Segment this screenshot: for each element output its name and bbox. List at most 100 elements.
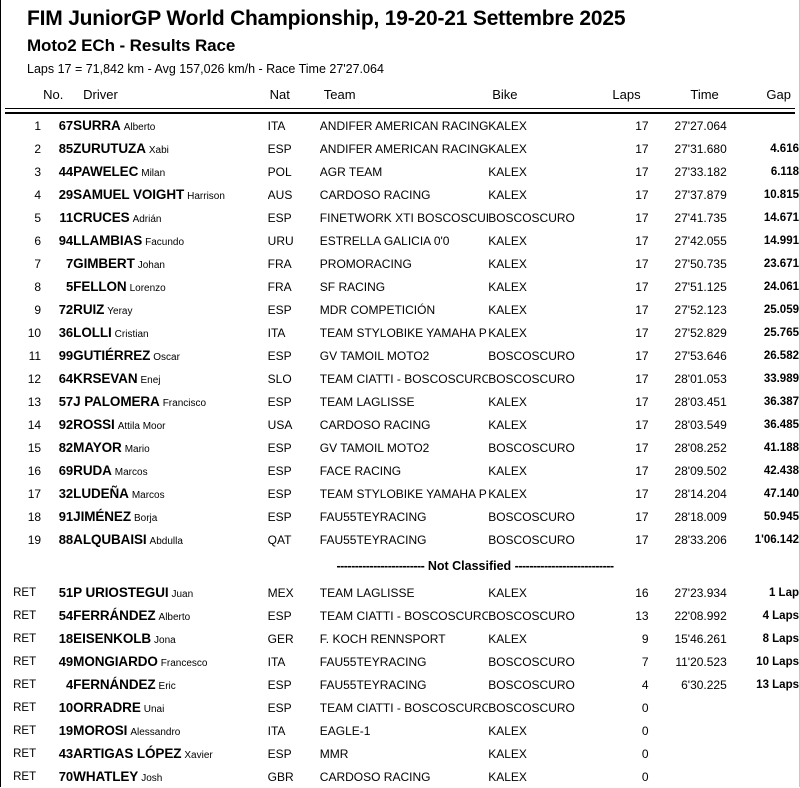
driver-surname: SAMUEL VOIGHT bbox=[73, 186, 185, 202]
cell-time bbox=[649, 742, 727, 765]
cell-driver: EISENKOLB Jona bbox=[73, 627, 267, 650]
cell-laps: 17 bbox=[635, 417, 649, 432]
cell-team: ANDIFER AMERICAN RACING bbox=[319, 118, 489, 133]
cell-time: 28'03.451 bbox=[674, 394, 727, 409]
driver-firstname: Harrison bbox=[187, 190, 225, 202]
cell-team: TEAM CIATTI - BOSCOSCURC bbox=[319, 608, 489, 623]
cell-nationality: ESP bbox=[267, 677, 292, 692]
cell-position: 14 bbox=[27, 417, 42, 432]
table-row: 8 5 FELLON Lorenzo FRA SF RACING KALEX 17 27'51.… bbox=[1, 275, 799, 298]
table-row: 6 94 LLAMBIAS Facundo URU ESTRELLA GALICIA 0'… bbox=[1, 229, 799, 252]
cell-nationality: USA bbox=[267, 417, 293, 432]
cell-nationality: ESP bbox=[267, 509, 292, 524]
cell-bike: BOSCOSCURO bbox=[488, 677, 575, 692]
cell-position: RET bbox=[13, 724, 37, 737]
driver-firstname: Juan bbox=[171, 588, 194, 600]
cell-driver: FERRÁNDEZ Alberto bbox=[73, 604, 267, 627]
cell-time: 28'33.206 bbox=[674, 532, 727, 547]
cell-bike: BOSCOSCURO bbox=[488, 700, 575, 715]
driver-surname: ZURUTUZA bbox=[73, 140, 146, 156]
cell-nationality: FRA bbox=[267, 256, 292, 271]
cell-driver: ALQUBAISI Abdulla bbox=[73, 528, 267, 551]
cell-number: 11 bbox=[59, 210, 74, 225]
cell-bike: KALEX bbox=[488, 118, 527, 133]
driver-firstname: Yeray bbox=[107, 305, 133, 317]
table-row: RET 70 WHATLEY Josh GBR CARDOSO RACING KALEX 0 bbox=[1, 765, 799, 788]
cell-driver: SURRA Alberto bbox=[73, 114, 267, 137]
cell-driver: KRSEVAN Enej bbox=[73, 367, 267, 390]
table-row: 12 64 KRSEVAN Enej SLO TEAM CIATTI - BOSCOSCU… bbox=[1, 367, 799, 390]
cell-gap: 1'06.142 bbox=[754, 533, 799, 546]
cell-nationality: FRA bbox=[267, 279, 292, 294]
cell-team: FAU55TEYRACING bbox=[319, 509, 427, 524]
cell-driver: LUDEÑA Marcos bbox=[73, 482, 267, 505]
cell-position: RET bbox=[13, 586, 37, 599]
cell-laps: 17 bbox=[635, 486, 649, 501]
cell-laps: 17 bbox=[635, 118, 649, 133]
cell-laps: 17 bbox=[635, 440, 649, 455]
separator-dash-right: --------------------------- bbox=[514, 559, 614, 573]
cell-laps: 17 bbox=[635, 325, 649, 340]
cell-position: RET bbox=[13, 747, 37, 760]
cell-position: 10 bbox=[27, 325, 42, 340]
cell-time: 27'52.123 bbox=[674, 302, 727, 317]
cell-laps: 17 bbox=[635, 463, 649, 478]
cell-position: 2 bbox=[34, 141, 42, 156]
cell-team: EAGLE-1 bbox=[319, 723, 371, 738]
cell-position: 17 bbox=[27, 486, 42, 501]
cell-team: TEAM CIATTI - BOSCOSCURC bbox=[319, 371, 489, 386]
cell-number: 88 bbox=[58, 532, 74, 547]
table-row: RET 19 MOROSI Alessandro ITA EAGLE-1 KALEX 0 bbox=[1, 719, 799, 742]
cell-number: 49 bbox=[58, 654, 74, 669]
driver-firstname: Alberto bbox=[123, 121, 156, 133]
cell-driver: GIMBERT Johan bbox=[73, 252, 267, 275]
driver-firstname: Cristian bbox=[114, 328, 149, 340]
cell-time: 27'52.829 bbox=[674, 325, 727, 340]
separator-dash-left: ------------------------ bbox=[336, 559, 425, 573]
table-row: 18 91 JIMÉNEZ Borja ESP FAU55TEYRACING BOSCOSC… bbox=[1, 505, 799, 528]
cell-position: RET bbox=[13, 770, 37, 783]
cell-time: 27'33.182 bbox=[674, 164, 727, 179]
cell-team: ANDIFER AMERICAN RACING bbox=[319, 141, 489, 156]
cell-laps: 7 bbox=[641, 654, 649, 669]
cell-time: 28'09.502 bbox=[674, 463, 727, 478]
cell-gap bbox=[727, 719, 799, 742]
cell-driver: ORRADRE Unai bbox=[73, 696, 267, 719]
driver-surname: ALQUBAISI bbox=[73, 531, 147, 547]
cell-bike: KALEX bbox=[488, 325, 527, 340]
table-row: RET 10 ORRADRE Unai ESP TEAM CIATTI - BOSCOSC… bbox=[1, 696, 799, 719]
header-rule bbox=[1, 108, 799, 114]
driver-firstname: Marcos bbox=[114, 466, 148, 478]
cell-nationality: ESP bbox=[267, 394, 292, 409]
cell-gap bbox=[727, 742, 799, 765]
cell-team: ESTRELLA GALICIA 0'0 bbox=[319, 233, 450, 248]
driver-firstname: Oscar bbox=[153, 351, 180, 363]
cell-number: 99 bbox=[58, 348, 74, 363]
cell-team: AGR TEAM bbox=[319, 164, 383, 179]
driver-firstname: Lorenzo bbox=[129, 282, 166, 294]
session-title: Moto2 ECh - Results Race bbox=[27, 36, 236, 55]
driver-firstname: Unai bbox=[143, 703, 165, 715]
table-row: 17 32 LUDEÑA Marcos ESP TEAM STYLOBIKE YAMAHA… bbox=[1, 482, 799, 505]
classified-results: 1 67 SURRA Alberto ITA ANDIFER AMERICAN RACIN… bbox=[1, 114, 799, 551]
cell-number: 94 bbox=[58, 233, 74, 248]
driver-firstname: Mario bbox=[124, 443, 150, 455]
cell-driver: P URIOSTEGUI Juan bbox=[73, 581, 267, 604]
driver-surname: LLAMBIAS bbox=[73, 232, 143, 248]
driver-surname: SURRA bbox=[73, 117, 121, 133]
cell-nationality: ESP bbox=[267, 440, 292, 455]
cell-team: SF RACING bbox=[319, 279, 386, 294]
table-row: 7 7 GIMBERT Johan FRA PROMORACING KALEX 17 27'50… bbox=[1, 252, 799, 275]
cell-gap: 6.118 bbox=[770, 165, 799, 178]
cell-driver: SAMUEL VOIGHT Harrison bbox=[73, 183, 267, 206]
cell-bike: KALEX bbox=[488, 631, 527, 646]
cell-position: 9 bbox=[34, 302, 42, 317]
cell-time: 27'41.735 bbox=[674, 210, 727, 225]
cell-team: FINETWORK XTI BOSCOSCUI bbox=[319, 210, 489, 225]
cell-number: 72 bbox=[58, 302, 74, 317]
cell-laps: 17 bbox=[635, 233, 649, 248]
driver-firstname: Xavier bbox=[184, 749, 213, 761]
cell-bike: KALEX bbox=[488, 164, 527, 179]
cell-time bbox=[649, 765, 727, 788]
driver-firstname: Abdulla bbox=[149, 535, 183, 547]
